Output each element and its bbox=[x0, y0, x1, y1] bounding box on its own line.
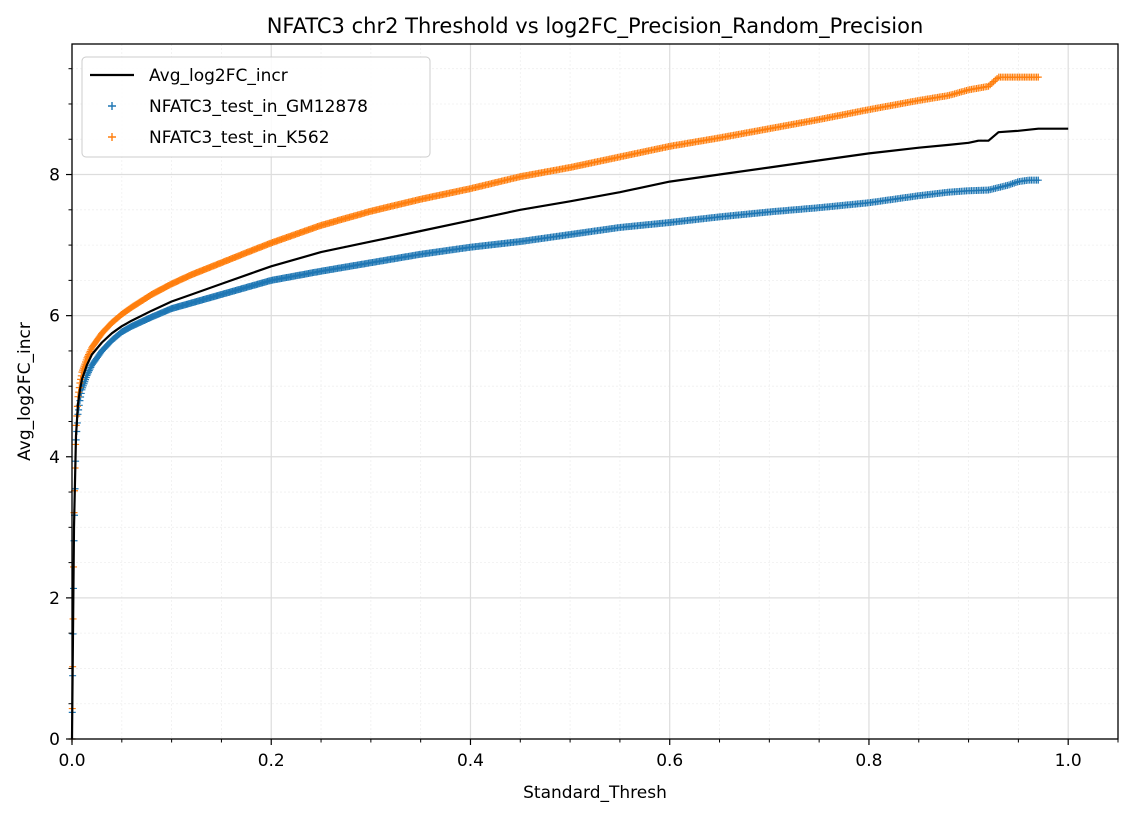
data-point-marker bbox=[988, 79, 996, 87]
y-tick-label: 6 bbox=[49, 307, 60, 327]
data-point-marker bbox=[87, 346, 95, 354]
series-NFATC3_test_in_GM12878 bbox=[68, 176, 1042, 743]
data-point-marker bbox=[990, 78, 998, 86]
tick-layer: 0.0 0.2 0.4 0.6 0.8 1.0 0 2 4 6 8 bbox=[49, 68, 1119, 771]
y-tick-label: 4 bbox=[49, 448, 60, 468]
y-tick-label: 8 bbox=[49, 166, 60, 186]
data-point-marker bbox=[1034, 73, 1042, 81]
data-point-marker bbox=[986, 81, 994, 89]
data-point-marker bbox=[85, 368, 93, 376]
data-point-marker bbox=[1012, 178, 1020, 186]
y-tick-label: 2 bbox=[49, 589, 60, 609]
legend-marker-swatch bbox=[108, 133, 116, 141]
data-point-marker bbox=[87, 363, 95, 371]
data-point-marker bbox=[1007, 180, 1015, 188]
series-line-avg bbox=[70, 127, 1069, 740]
y-axis-label: Avg_log2FC_incr bbox=[15, 322, 35, 461]
legend-item: Avg_log2FC_incr bbox=[90, 66, 288, 86]
y-tick-label: 0 bbox=[49, 730, 60, 750]
data-point-marker bbox=[1034, 176, 1042, 184]
x-tick-label: 0.4 bbox=[457, 751, 484, 771]
data-point-marker bbox=[1010, 179, 1018, 187]
data-point-marker bbox=[1008, 180, 1016, 188]
data-point-marker bbox=[993, 74, 1001, 82]
plot-frame bbox=[71, 43, 1119, 740]
x-tick-label: 1.0 bbox=[1055, 751, 1082, 771]
series-Avg_log2FC_incr bbox=[70, 127, 1069, 740]
data-point-marker bbox=[85, 349, 93, 357]
data-point-marker bbox=[85, 367, 93, 375]
x-axis-label: Standard_Thresh bbox=[523, 783, 667, 803]
legend-item: NFATC3_test_in_GM12878 bbox=[108, 97, 368, 117]
legend-label: Avg_log2FC_incr bbox=[149, 66, 288, 86]
grid-layer bbox=[71, 44, 1119, 740]
data-point-marker bbox=[985, 82, 993, 90]
x-tick-label: 0.8 bbox=[855, 751, 882, 771]
legend-marker-swatch bbox=[108, 102, 116, 110]
data-point-marker bbox=[86, 347, 94, 355]
chart-title: NFATC3 chr2 Threshold vs log2FC_Precisio… bbox=[267, 14, 924, 39]
data-point-marker bbox=[1005, 181, 1013, 189]
legend-item: NFATC3_test_in_K562 bbox=[108, 128, 330, 148]
legend-label: NFATC3_test_in_GM12878 bbox=[149, 97, 368, 117]
x-tick-label: 0.0 bbox=[58, 751, 85, 771]
series-layer bbox=[68, 73, 1069, 743]
data-point-marker bbox=[86, 365, 94, 373]
legend: Avg_log2FC_incr NFATC3_test_in_GM12878 NFA… bbox=[81, 56, 431, 158]
x-tick-label: 0.6 bbox=[656, 751, 683, 771]
legend-label: NFATC3_test_in_K562 bbox=[149, 128, 330, 148]
legend-box bbox=[81, 56, 431, 158]
x-tick-label: 0.2 bbox=[258, 751, 285, 771]
data-point-marker bbox=[84, 370, 92, 378]
